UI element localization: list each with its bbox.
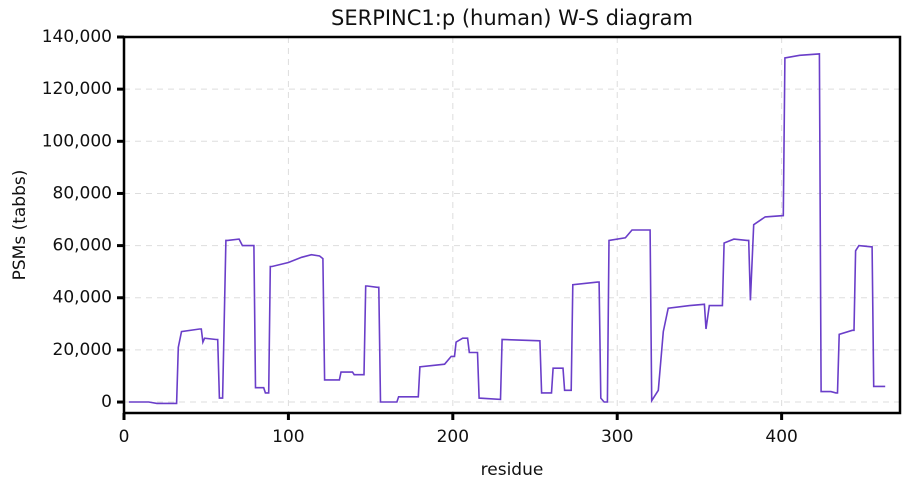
y-tick-label: 100,000 — [42, 131, 112, 151]
x-tick-label: 0 — [119, 427, 130, 447]
y-tick-label: 40,000 — [53, 288, 112, 308]
x-tick-label: 300 — [601, 427, 633, 447]
y-tick-label: 120,000 — [42, 79, 112, 99]
y-tick-label: 20,000 — [53, 340, 112, 360]
y-tick-label: 80,000 — [53, 183, 112, 203]
x-axis-label: residue — [481, 460, 544, 480]
y-axis-label: PSMs (tabbs) — [10, 170, 30, 281]
x-tick-label: 400 — [765, 427, 797, 447]
y-tick-label: 60,000 — [53, 236, 112, 256]
data-line — [128, 53, 886, 405]
plot-frame — [122, 35, 902, 415]
y-tick-label: 140,000 — [42, 27, 112, 47]
chart-title: SERPINC1:p (human) W-S diagram — [331, 6, 693, 30]
x-tick-label: 100 — [272, 427, 304, 447]
y-tick-label: 0 — [101, 392, 112, 412]
x-tick-label: 200 — [437, 427, 469, 447]
